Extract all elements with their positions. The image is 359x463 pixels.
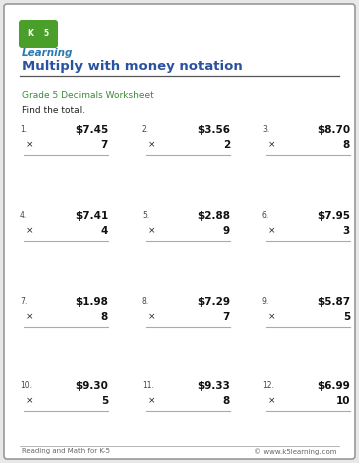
Text: 6.: 6.: [262, 211, 269, 220]
Text: $7.29: $7.29: [197, 297, 230, 307]
Text: © www.k5learning.com: © www.k5learning.com: [255, 448, 337, 455]
Text: Grade 5 Decimals Worksheet: Grade 5 Decimals Worksheet: [22, 91, 154, 100]
Text: ×: ×: [268, 396, 275, 406]
Text: Learning: Learning: [22, 48, 73, 58]
Text: ×: ×: [26, 313, 33, 321]
Text: 8: 8: [101, 313, 108, 323]
FancyBboxPatch shape: [19, 20, 58, 48]
Text: ×: ×: [148, 396, 155, 406]
Text: $5.87: $5.87: [317, 297, 350, 307]
Text: 5: 5: [343, 313, 350, 323]
Text: 3: 3: [343, 226, 350, 237]
Text: 5: 5: [101, 396, 108, 407]
Text: 5: 5: [44, 30, 49, 38]
Text: ×: ×: [26, 226, 33, 236]
Text: ×: ×: [26, 140, 33, 150]
Text: ×: ×: [148, 140, 155, 150]
Text: 5.: 5.: [142, 211, 149, 220]
Text: 10.: 10.: [20, 381, 32, 390]
Text: ×: ×: [268, 226, 275, 236]
Text: 1.: 1.: [20, 125, 27, 134]
Text: 8: 8: [343, 140, 350, 150]
Text: $1.98: $1.98: [75, 297, 108, 307]
Text: 3.: 3.: [262, 125, 269, 134]
Text: 11.: 11.: [142, 381, 154, 390]
Text: $2.88: $2.88: [197, 211, 230, 221]
Text: Reading and Math for K-5: Reading and Math for K-5: [22, 448, 110, 454]
Text: $9.33: $9.33: [197, 381, 230, 391]
Text: 12.: 12.: [262, 381, 274, 390]
Text: 4.: 4.: [20, 211, 27, 220]
Text: ×: ×: [148, 313, 155, 321]
Text: 8: 8: [223, 396, 230, 407]
Text: Find the total.: Find the total.: [22, 106, 85, 115]
Text: $3.56: $3.56: [197, 125, 230, 135]
Text: ×: ×: [268, 313, 275, 321]
Text: Multiply with money notation: Multiply with money notation: [22, 60, 243, 73]
Text: $8.70: $8.70: [317, 125, 350, 135]
Text: $7.45: $7.45: [75, 125, 108, 135]
Text: 2.: 2.: [142, 125, 149, 134]
Text: K: K: [28, 30, 33, 38]
Text: $9.30: $9.30: [75, 381, 108, 391]
Text: ×: ×: [148, 226, 155, 236]
Text: $7.95: $7.95: [317, 211, 350, 221]
Text: 9: 9: [223, 226, 230, 237]
Text: $6.99: $6.99: [317, 381, 350, 391]
Text: 10: 10: [336, 396, 350, 407]
Text: ×: ×: [268, 140, 275, 150]
Text: 4: 4: [101, 226, 108, 237]
Text: $7.41: $7.41: [75, 211, 108, 221]
Text: 2: 2: [223, 140, 230, 150]
Text: 7: 7: [101, 140, 108, 150]
Text: 8.: 8.: [142, 297, 149, 306]
Text: ×: ×: [26, 396, 33, 406]
Text: 7.: 7.: [20, 297, 27, 306]
Text: 7: 7: [223, 313, 230, 323]
FancyBboxPatch shape: [4, 4, 355, 459]
Text: 9.: 9.: [262, 297, 269, 306]
